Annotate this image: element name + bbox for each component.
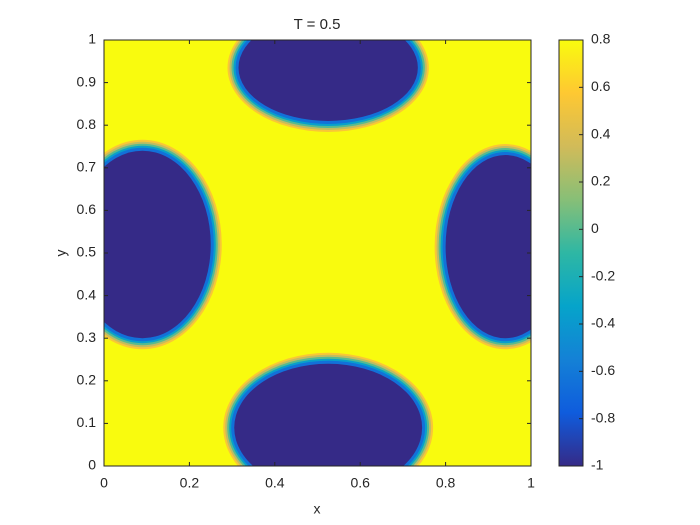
y-tick-label: 0.4 <box>77 286 97 302</box>
colorbar-tick-label: 0 <box>591 220 599 236</box>
colorbar-tick-label: -0.8 <box>591 409 615 425</box>
x-tick-label: 0.8 <box>436 475 456 491</box>
colorbar-tick-label: 0.6 <box>591 78 611 94</box>
x-tick-label: 0.6 <box>350 475 370 491</box>
y-tick-label: 1 <box>88 31 96 47</box>
colorbar <box>558 39 584 467</box>
colorbar-tick-label: -0.6 <box>591 362 615 378</box>
y-tick-label: 0.8 <box>77 116 97 132</box>
x-tick-label: 1 <box>527 475 535 491</box>
field <box>104 40 531 466</box>
region <box>234 363 423 466</box>
x-axis-label: x <box>314 501 321 517</box>
x-tick-label: 0.2 <box>180 475 200 491</box>
y-tick-label: 0.6 <box>77 201 97 217</box>
y-tick-label: 0 <box>88 457 96 473</box>
y-tick-label: 0.3 <box>77 329 97 345</box>
y-tick-label: 0.2 <box>77 372 97 388</box>
colorbar-tick-label: -0.2 <box>591 267 615 283</box>
y-tick-label: 0.9 <box>77 73 97 89</box>
colorbar-tick-label: 0.2 <box>591 173 611 189</box>
y-tick-label: 0.7 <box>77 159 97 175</box>
x-tick-label: 0.4 <box>265 475 285 491</box>
x-tick-label: 0 <box>100 475 108 491</box>
chart-title: T = 0.5 <box>294 16 341 33</box>
region <box>445 155 531 339</box>
colorbar-tick-label: -0.4 <box>591 315 615 331</box>
region <box>104 150 211 339</box>
colorbar-tick-label: -1 <box>591 457 604 473</box>
colorbar-tick-label: 0.8 <box>591 31 611 47</box>
y-tick-label: 0.5 <box>77 244 97 260</box>
colorbar-tick-label: 0.4 <box>591 125 611 141</box>
y-axis-label: y <box>53 250 69 257</box>
region <box>238 40 418 121</box>
y-tick-label: 0.1 <box>77 414 97 430</box>
